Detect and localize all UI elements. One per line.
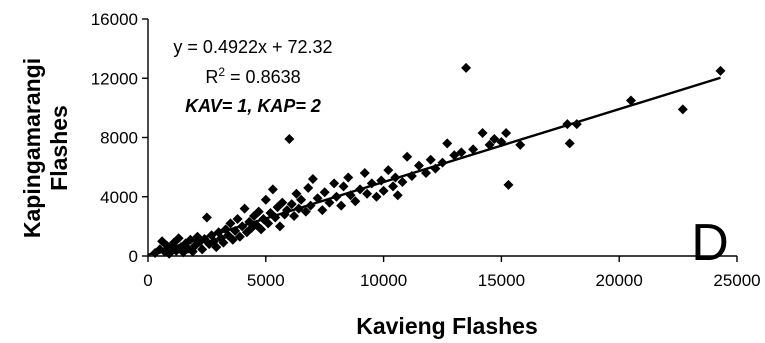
data-point (468, 144, 479, 155)
trendline-equation: y = 0.4922x + 72.32 (173, 37, 332, 57)
data-point (350, 196, 361, 207)
y-axis-title-line-1: Kapingamarangi (19, 58, 45, 238)
data-point (378, 185, 389, 196)
data-point (234, 231, 245, 242)
data-point (225, 218, 236, 229)
data-point (564, 138, 575, 149)
x-tick-label: 20000 (596, 271, 643, 290)
x-tick-label: 25000 (713, 271, 760, 290)
data-point (232, 213, 243, 224)
x-tick-label: 15000 (478, 271, 525, 290)
data-point (343, 172, 354, 183)
data-point (253, 206, 264, 217)
data-point (300, 206, 311, 217)
data-point (277, 197, 288, 208)
data-point (359, 168, 370, 179)
data-point (239, 203, 250, 214)
data-point (317, 205, 328, 216)
data-point (362, 188, 373, 199)
data-point (303, 182, 314, 193)
data-point (201, 212, 212, 223)
data-point (274, 221, 285, 232)
y-tick-label: 0 (129, 247, 138, 266)
data-point (211, 242, 222, 253)
data-point (263, 218, 274, 229)
data-point (715, 65, 726, 76)
r-squared-superscript: 2 (218, 65, 225, 79)
r-squared-value: = 0.8638 (225, 67, 301, 87)
data-point (338, 181, 349, 192)
x-tick-label: 0 (143, 271, 152, 290)
y-tick-label: 4000 (100, 188, 138, 207)
data-point (371, 191, 382, 202)
data-point (461, 62, 472, 73)
x-axis-title: Kavieng Flashes (356, 313, 538, 339)
data-point (319, 187, 330, 198)
data-point (291, 188, 302, 199)
y-tick-label: 16000 (91, 10, 138, 29)
data-point (329, 178, 340, 189)
data-point (425, 154, 436, 165)
data-point (307, 173, 318, 184)
data-point (383, 165, 394, 176)
data-point (625, 95, 636, 106)
data-point (267, 184, 278, 195)
site-codes-label: KAV= 1, KAP= 2 (185, 96, 321, 116)
data-point (227, 234, 238, 245)
data-point (677, 104, 688, 115)
data-point (477, 128, 488, 139)
data-point (388, 181, 399, 192)
y-tick-label: 8000 (100, 129, 138, 148)
chart-axes: 0 4000 8000 12000 16000 0 5000 10000 15000 20000… (91, 10, 761, 290)
x-axis-ticks: 0 5000 10000 15000 20000 25000 (143, 256, 761, 290)
y-axis-title-line-2: Flashes (46, 105, 72, 191)
data-point (296, 194, 307, 205)
x-tick-label: 10000 (360, 271, 407, 290)
data-point (456, 147, 467, 158)
data-point (449, 150, 460, 161)
data-point (489, 133, 500, 144)
x-tick-label: 5000 (247, 271, 285, 290)
trendline (147, 76, 721, 257)
y-tick-label: 12000 (91, 69, 138, 88)
data-point (197, 244, 208, 255)
data-point (402, 151, 413, 162)
data-point (503, 179, 514, 190)
data-point (515, 139, 526, 150)
data-point (218, 237, 229, 248)
data-point (286, 199, 297, 210)
y-axis-title: Kapingamarangi Flashes (19, 58, 72, 238)
r-squared-symbol: R (205, 67, 218, 87)
data-point (397, 176, 408, 187)
data-point (501, 128, 512, 139)
data-point (413, 160, 424, 171)
data-point (392, 190, 403, 201)
data-point (256, 224, 267, 235)
data-point (336, 200, 347, 211)
data-points (150, 62, 726, 259)
data-point (442, 138, 453, 149)
panel-label: D (691, 214, 729, 272)
data-point (284, 133, 295, 144)
data-point (289, 211, 300, 222)
r-squared-label: R2 = 0.8638 (205, 65, 300, 87)
data-point (260, 194, 271, 205)
y-axis-ticks: 0 4000 8000 12000 16000 (91, 10, 148, 266)
data-point (173, 233, 184, 244)
